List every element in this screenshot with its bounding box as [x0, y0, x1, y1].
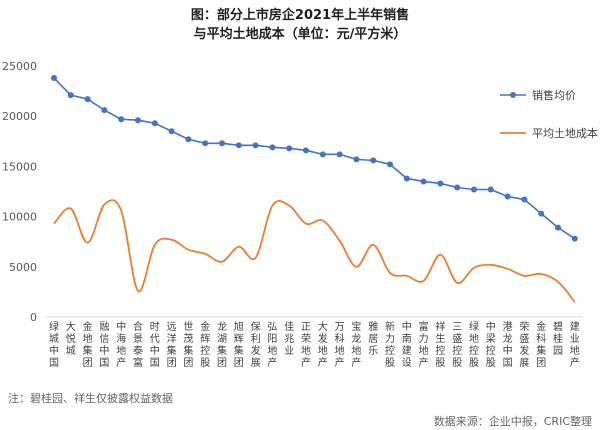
x-tick-label: 金地集团 — [83, 320, 93, 369]
data-point-sales-price — [135, 117, 141, 124]
y-tick-label: 15000 — [2, 160, 37, 173]
x-tick-label: 绿地控股 — [469, 320, 479, 369]
x-tick-label: 旭辉集团 — [234, 321, 244, 369]
data-point-sales-price — [286, 145, 293, 152]
data-point-sales-price — [504, 193, 511, 200]
x-tick-label: 保利发展 — [251, 320, 261, 369]
data-point-sales-price — [454, 184, 461, 191]
x-tick-label: 三盛控股 — [452, 322, 462, 369]
data-point-sales-price — [571, 235, 578, 242]
data-point-sales-price — [353, 156, 360, 163]
data-source: 数据来源：企业中报，CRIC整理 — [433, 415, 592, 428]
data-point-sales-price — [336, 151, 343, 158]
data-point-sales-price — [219, 140, 225, 147]
x-tick-label: 雅居乐 — [368, 320, 378, 357]
data-point-sales-price — [168, 128, 175, 135]
data-point-sales-price — [538, 210, 545, 217]
y-tick-label: 10000 — [2, 211, 37, 224]
x-tick-label: 金科集团 — [536, 320, 546, 369]
data-point-sales-price — [370, 157, 377, 164]
x-tick-label: 世茂集团 — [183, 321, 193, 369]
series-line-land-cost — [53, 199, 576, 303]
x-tick-label: 佳兆业 — [284, 320, 294, 357]
data-point-sales-price — [471, 186, 477, 193]
data-point-sales-price — [202, 140, 209, 147]
data-point-sales-price — [387, 161, 393, 168]
chart-footnote: 注：碧桂园、祥生仅披露权益数据 — [8, 392, 173, 405]
x-tick-label: 合景泰富 — [133, 320, 143, 369]
data-point-sales-price — [185, 136, 192, 143]
data-point-sales-price — [118, 116, 125, 123]
series-line-sales-price — [53, 77, 576, 240]
x-tick-label: 绿城中国 — [49, 320, 59, 369]
data-point-sales-price — [269, 144, 276, 151]
x-tick-label: 大发地产 — [318, 320, 328, 369]
x-tick-label: 港龙中国 — [503, 321, 513, 369]
legend-label-land-cost: 平均土地成本 — [532, 126, 598, 140]
data-point-sales-price — [235, 142, 242, 149]
x-tick-label: 远洋集团 — [167, 321, 177, 369]
y-tick-label: 25000 — [2, 60, 37, 73]
data-point-sales-price — [303, 147, 309, 154]
data-point-sales-price — [319, 151, 326, 158]
y-tick-label: 20000 — [2, 110, 37, 123]
data-point-sales-price — [403, 175, 410, 182]
legend-marker-sales-price — [510, 92, 516, 98]
x-tick-label: 金辉控股 — [200, 320, 210, 369]
data-point-sales-price — [101, 107, 108, 114]
x-tick-label: 正荣地产 — [301, 322, 311, 369]
x-tick-label: 富力地产 — [419, 320, 429, 369]
x-tick-label: 祥生控股 — [435, 320, 445, 369]
x-tick-label: 碧桂园 — [553, 321, 563, 357]
x-tick-label: 大悦城 — [66, 320, 76, 357]
x-tick-label: 万科地产 — [335, 322, 345, 369]
data-point-sales-price — [521, 196, 528, 203]
x-tick-label: 中梁控股 — [486, 320, 496, 369]
x-tick-label: 中海地产 — [116, 320, 126, 369]
x-tick-label: 建业地产 — [570, 320, 580, 369]
chart-title: 图：部分上市房企2021年上半年销售 — [190, 8, 410, 23]
data-point-sales-price — [487, 186, 494, 193]
data-point-sales-price — [420, 178, 427, 185]
data-point-sales-price — [555, 224, 561, 231]
y-tick-label: 5000 — [9, 261, 37, 274]
data-point-sales-price — [51, 75, 57, 82]
x-tick-label: 中南建设 — [402, 320, 412, 369]
data-point-sales-price — [151, 120, 158, 127]
x-tick-label: 弘阳地产 — [267, 321, 277, 369]
data-point-sales-price — [84, 96, 91, 103]
x-tick-label: 新力控股 — [385, 320, 395, 369]
chart-subtitle: 与平均土地成本（单位：元/平方米） — [193, 27, 407, 42]
x-tick-label: 宝龙地产 — [351, 320, 361, 369]
x-tick-label: 荣盛发展 — [519, 321, 529, 369]
y-tick-label: 0 — [30, 311, 37, 324]
data-point-sales-price — [437, 180, 444, 187]
data-point-sales-price — [67, 92, 74, 99]
x-tick-label: 龙湖集团 — [217, 320, 227, 369]
data-point-sales-price — [252, 142, 259, 149]
legend-label-sales-price: 销售均价 — [532, 88, 576, 102]
x-tick-label: 融信中国 — [99, 321, 109, 369]
x-tick-label: 时代中国 — [150, 321, 160, 369]
